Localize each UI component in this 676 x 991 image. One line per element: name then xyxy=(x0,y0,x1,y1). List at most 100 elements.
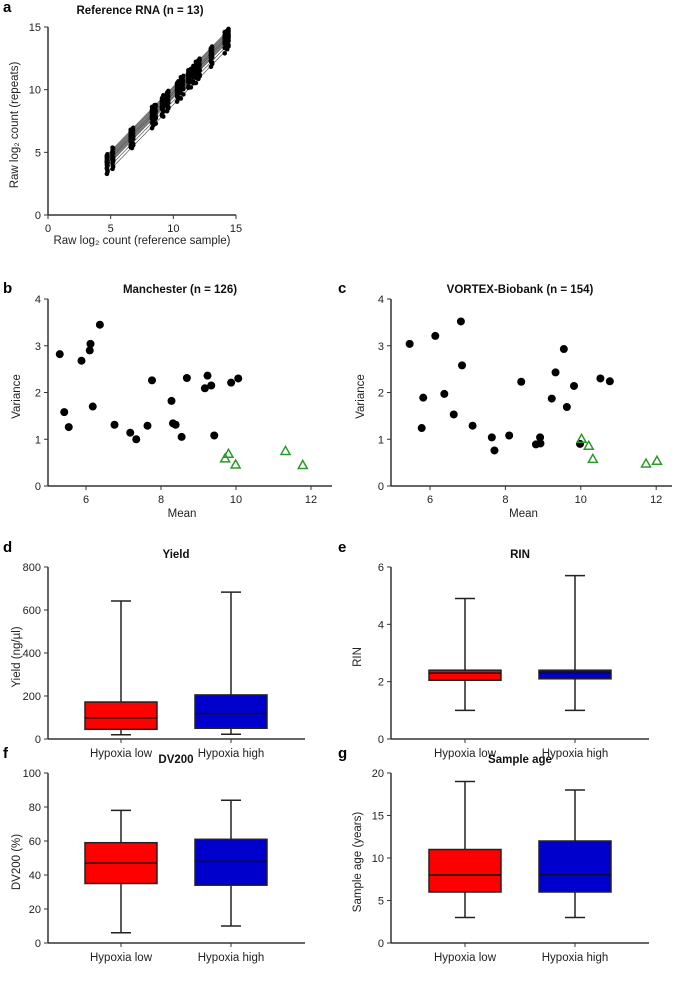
data-point xyxy=(222,50,228,56)
data-point-triangle xyxy=(296,458,309,470)
data-point xyxy=(64,423,73,432)
y-tick-label: 5 xyxy=(378,896,384,908)
data-point xyxy=(182,374,191,383)
category-label: Hypoxia low xyxy=(90,952,153,964)
panel-letter: g xyxy=(338,745,347,762)
y-tick-label: 15 xyxy=(29,22,41,34)
data-point xyxy=(132,435,141,444)
data-point xyxy=(197,73,202,79)
data-point xyxy=(207,381,216,390)
data-point-triangle xyxy=(222,447,235,458)
data-point xyxy=(505,431,514,440)
category-label: Hypoxia low xyxy=(90,748,153,760)
box-low xyxy=(428,848,502,893)
y-axis-label: DV200 (%) xyxy=(11,834,23,890)
panel-d: d Yield 0 200 400 600 800 Yield (ng/µl) Hypoxia … xyxy=(3,539,305,760)
chart-title: Sample age xyxy=(488,754,552,766)
data-point xyxy=(203,371,212,380)
x-tick-label: 6 xyxy=(83,494,89,506)
data-point xyxy=(456,317,465,326)
data-point xyxy=(177,432,186,441)
data-point xyxy=(226,44,231,49)
y-tick-label: 600 xyxy=(23,605,41,617)
category-label: Hypoxia high xyxy=(542,952,608,964)
data-point xyxy=(130,136,136,142)
y-tick-label: 15 xyxy=(372,811,384,823)
y-tick-label: 4 xyxy=(35,294,41,306)
y-axis-label: Variance xyxy=(355,374,367,419)
x-axis-label: Mean xyxy=(509,508,538,520)
data-point xyxy=(234,374,243,383)
x-axis-label: Mean xyxy=(168,508,197,520)
y-tick-label: 2 xyxy=(378,677,384,689)
y-tick-label: 4 xyxy=(378,294,384,306)
y-tick-label: 0 xyxy=(35,481,41,493)
data-point xyxy=(110,159,116,164)
data-point xyxy=(148,376,156,385)
data-point xyxy=(200,384,209,393)
data-point xyxy=(209,61,215,67)
y-tick-label: 800 xyxy=(23,562,41,574)
data-point xyxy=(487,433,496,442)
x-tick-label: 12 xyxy=(650,494,662,506)
x-axis-label: Raw log₂ count (reference sample) xyxy=(53,235,230,247)
y-tick-label: 10 xyxy=(372,853,384,865)
category-label: Hypoxia high xyxy=(198,748,264,760)
panel-letter: d xyxy=(3,539,12,556)
y-tick-label: 100 xyxy=(23,768,41,780)
data-point xyxy=(226,37,231,43)
data-point xyxy=(105,169,110,175)
x-tick-label: 15 xyxy=(230,223,242,235)
data-point xyxy=(570,381,579,390)
y-axis-label: Raw log₂ count (repeats) xyxy=(9,62,21,189)
y-axis-label: Yield (ng/µl) xyxy=(11,626,23,687)
data-point xyxy=(143,421,152,430)
data-point xyxy=(440,389,449,398)
category-label: Hypoxia high xyxy=(542,748,608,760)
data-point xyxy=(188,85,194,90)
x-tick-label: 0 xyxy=(45,223,51,235)
data-point xyxy=(171,420,180,429)
data-point xyxy=(468,421,477,430)
y-tick-label: 20 xyxy=(372,768,384,780)
data-point xyxy=(536,439,545,448)
y-tick-label: 200 xyxy=(23,691,41,703)
data-point xyxy=(559,345,568,354)
data-point xyxy=(227,378,236,387)
data-point xyxy=(167,396,176,405)
box-high xyxy=(538,669,612,680)
chart-title: RIN xyxy=(510,549,530,561)
y-axis-label: Variance xyxy=(11,374,23,419)
data-point-triangle xyxy=(229,458,242,469)
data-point xyxy=(181,92,186,97)
box-high xyxy=(194,694,268,729)
y-axis-label: RIN xyxy=(352,647,364,667)
data-point xyxy=(605,377,614,386)
y-tick-label: 5 xyxy=(35,147,41,159)
data-point xyxy=(153,121,159,126)
y-tick-label: 400 xyxy=(23,648,41,660)
data-point xyxy=(551,368,560,377)
box-low xyxy=(84,701,158,731)
panel-letter: b xyxy=(3,280,12,297)
data-point xyxy=(596,374,605,383)
panel-f: f DV200 0 20 40 60 80 100 DV200 (%) Hypoxia low Hy… xyxy=(3,745,305,964)
y-tick-label: 40 xyxy=(29,870,41,882)
x-tick-label: 10 xyxy=(230,494,242,506)
data-point-triangle xyxy=(587,452,599,464)
x-tick-label: 10 xyxy=(167,223,179,235)
data-point xyxy=(431,331,440,340)
data-point xyxy=(458,361,467,370)
y-tick-label: 1 xyxy=(378,434,384,446)
x-tick-label: 6 xyxy=(427,494,433,506)
chart-title: DV200 xyxy=(158,754,193,766)
box-low xyxy=(428,669,502,681)
data-point xyxy=(166,99,171,105)
data-point xyxy=(88,402,97,411)
data-point xyxy=(161,104,166,109)
y-tick-label: 1 xyxy=(35,434,41,446)
panel-letter: c xyxy=(338,280,346,297)
y-tick-label: 3 xyxy=(35,341,41,353)
data-point xyxy=(547,394,556,403)
category-label: Hypoxia high xyxy=(198,952,264,964)
